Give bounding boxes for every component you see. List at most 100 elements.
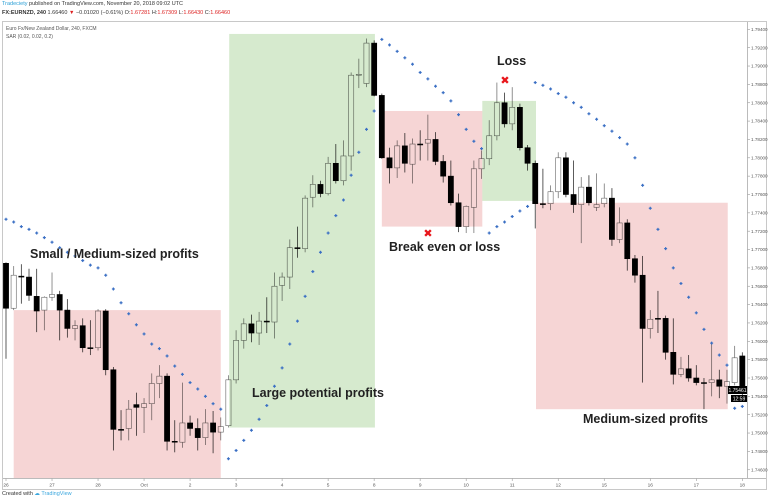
sar-dot	[610, 129, 614, 133]
sar-dot	[388, 43, 391, 47]
sar-dot	[556, 92, 560, 96]
sar-dot	[119, 301, 123, 305]
sar-dot	[265, 404, 269, 408]
x-tick-label: 17	[694, 483, 700, 489]
sar-dot	[27, 227, 31, 231]
y-tick-label: 1.76400	[751, 302, 768, 307]
sar-dot	[134, 323, 138, 327]
candle-body-down	[26, 276, 32, 296]
x-tick-label: 10	[464, 483, 470, 489]
symbol-line: FX:EURNZD, 240 1.66460 ▼ −0.01020 (−0.61…	[2, 10, 230, 17]
sar-dot	[211, 402, 215, 406]
sar-dot	[4, 217, 8, 221]
sar-dot	[411, 62, 415, 66]
sar-dot	[372, 109, 376, 113]
sar-dot	[717, 353, 721, 357]
sar-dot	[618, 136, 622, 140]
author-link[interactable]: Tradeciety	[2, 1, 28, 7]
instrument-title: Euro Fx/New Zealand Dollar, 240, FXCM	[6, 26, 97, 32]
sar-dot	[472, 139, 476, 143]
created-with: Created with	[2, 491, 33, 497]
tradingview-cloud-icon: ☁	[34, 491, 40, 497]
sar-dot	[495, 225, 499, 229]
sar-dot	[572, 101, 576, 105]
sar-dot	[549, 87, 553, 91]
sar-dot	[318, 250, 322, 254]
x-tick-label: 26	[3, 483, 9, 489]
tradingview-link[interactable]: TradingView	[41, 491, 72, 497]
sar-dot	[19, 225, 23, 229]
sar-dot	[349, 173, 353, 177]
sar-dot	[88, 263, 92, 267]
sar-dot	[150, 342, 154, 346]
sar-dot	[42, 236, 46, 240]
price-axis[interactable]: 1.79400 1.79200 1.79000 1.78800 1.78600 1.784…	[747, 27, 768, 472]
candle-body-up	[731, 357, 738, 383]
candle-body-up	[41, 296, 48, 311]
sar-dot	[295, 319, 299, 323]
annotation-small-medium-profits: Small / Medium-sized profits	[30, 247, 199, 261]
sar-dot	[203, 394, 207, 398]
x-tick-label: 9	[419, 483, 422, 489]
sar-dot	[357, 150, 361, 154]
y-tick-label: 1.78800	[751, 82, 768, 87]
loss-x-marker-icon: ✖	[500, 74, 509, 87]
y-tick-label: 1.78400	[751, 119, 768, 124]
sar-dot	[58, 246, 62, 250]
sar-dot	[733, 406, 737, 410]
annotation-large-profits: Large potential profits	[252, 386, 384, 400]
candle-body-up	[547, 191, 554, 204]
y-tick-label: 1.78000	[751, 155, 768, 160]
candle	[555, 152, 562, 199]
sar-dot	[104, 273, 108, 277]
sar-indicator-label[interactable]: SAR (0.02, 0.02, 0.2)	[6, 34, 53, 40]
candle-body-down	[3, 263, 9, 309]
sar-dot	[73, 254, 77, 258]
last-price: 1.66460	[47, 10, 68, 16]
x-tick-label: Oct	[140, 483, 148, 489]
sar-dot	[364, 127, 368, 131]
sar-dot	[65, 250, 69, 254]
high-value: 1.67309	[157, 10, 178, 16]
loss-zone	[482, 100, 536, 201]
y-tick-label: 1.77000	[751, 247, 768, 252]
x-tick-label: 12	[556, 483, 562, 489]
sar-dot	[480, 147, 484, 151]
x-tick-label: 8	[373, 483, 376, 489]
sar-dot	[165, 354, 169, 358]
sar-dot	[694, 311, 698, 315]
sar-dot	[242, 438, 246, 442]
sar-dot	[12, 220, 16, 224]
candle	[18, 264, 25, 304]
sar-dot	[595, 117, 599, 121]
large-potential-profits-zone	[229, 33, 375, 428]
open-label: O:	[124, 10, 131, 16]
annotation-medium-profits: Medium-sized profits	[583, 412, 709, 426]
sar-dot	[679, 281, 683, 285]
annotation-break-even: Break even or loss	[389, 240, 501, 254]
y-tick-label: 1.76800	[751, 265, 768, 270]
symbol: FX:EURNZD, 240	[2, 10, 47, 16]
sar-dot	[288, 342, 292, 346]
y-tick-label: 1.77400	[751, 210, 768, 215]
sar-dot	[196, 387, 200, 391]
high-label: H:	[151, 10, 158, 16]
sar-dot	[142, 332, 146, 336]
sar-dot	[303, 294, 307, 298]
change: −0.01020 (−0.61%)	[75, 10, 124, 16]
y-tick-label: 1.76000	[751, 339, 768, 344]
y-tick-label: 1.79200	[751, 45, 768, 50]
close-label: C:	[204, 10, 211, 16]
sar-dot	[434, 84, 438, 88]
sar-dot	[510, 215, 514, 219]
annotation-loss: Loss	[497, 54, 527, 68]
sar-dot	[326, 231, 330, 235]
sar-dot	[249, 428, 253, 432]
countdown-label: 12:59	[733, 397, 746, 403]
publish-info: published on TradingView.com, November 2…	[29, 1, 184, 7]
candle-body-up	[578, 186, 585, 205]
y-tick-label: 1.74800	[751, 449, 768, 454]
time-axis[interactable]: 26 27 28 Oct 2 3 4 5 8 9 10 11 12 15 16 17 18	[3, 478, 745, 489]
sar-dot	[579, 105, 583, 109]
